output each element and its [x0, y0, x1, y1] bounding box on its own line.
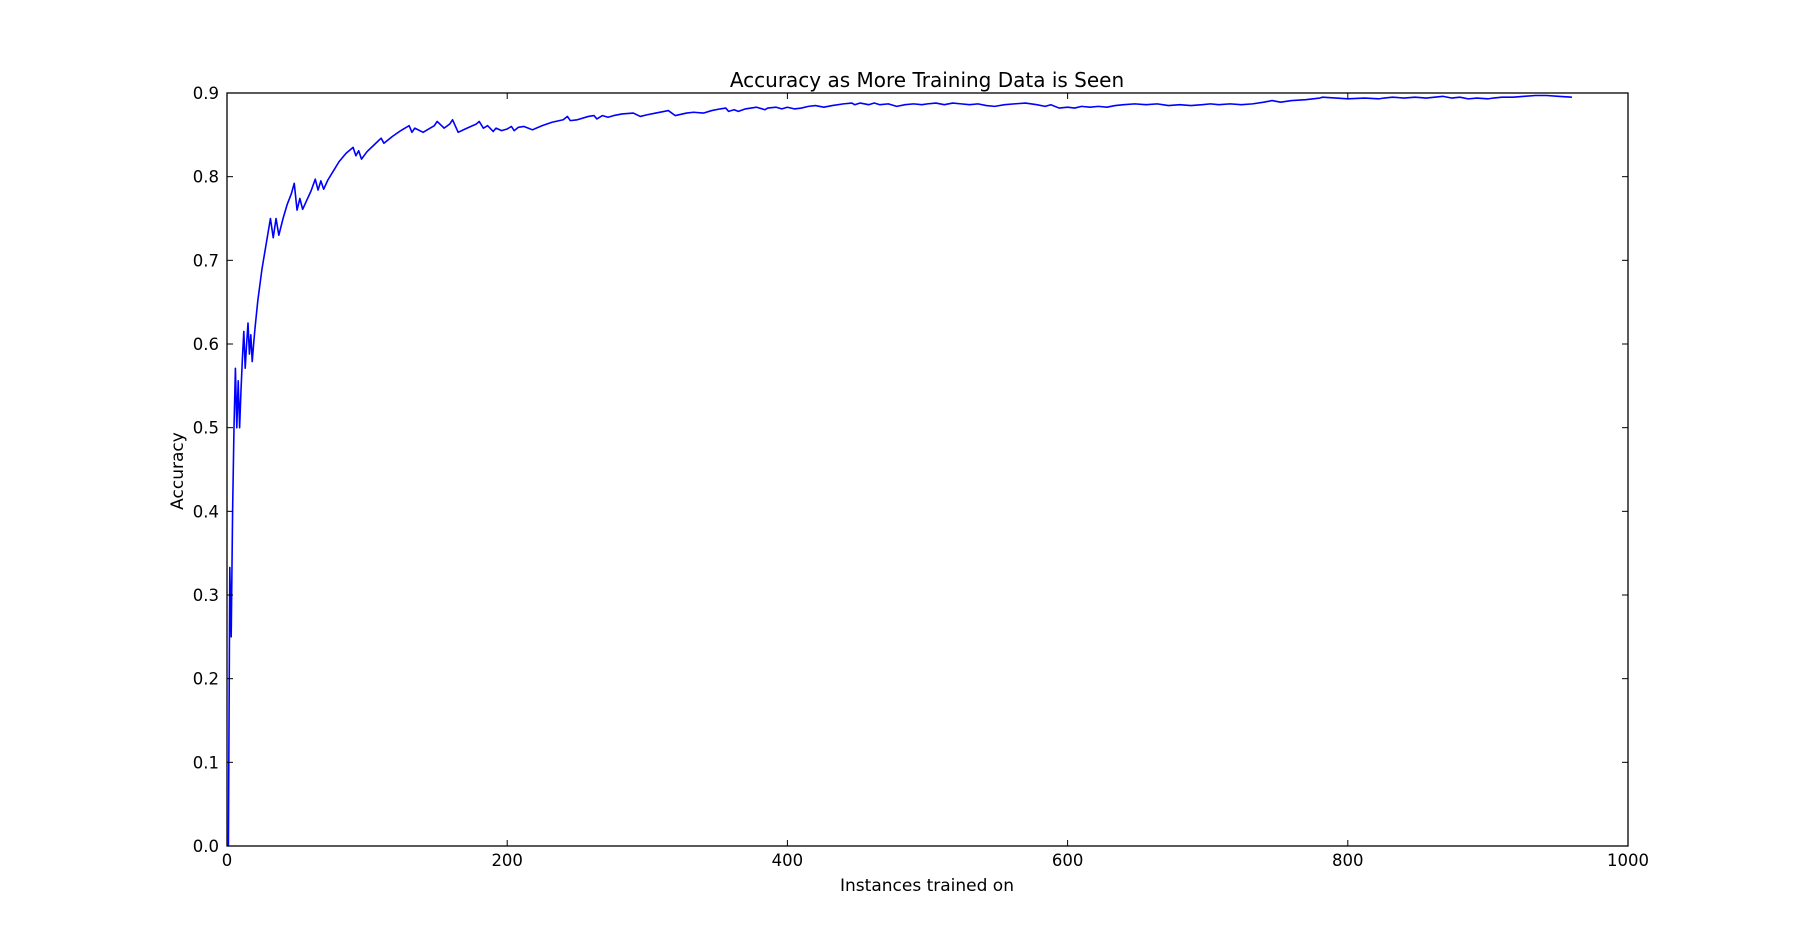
series-line-accuracy: [227, 94, 1573, 847]
y-tick-label: 0.4: [193, 502, 219, 521]
y-tick-label: 0.7: [193, 251, 219, 270]
x-tick-label: 0: [222, 851, 233, 870]
y-tick-label: 0.3: [193, 586, 219, 605]
chart-title: Accuracy as More Training Data is Seen: [730, 68, 1124, 92]
y-tick-label: 0.1: [193, 753, 219, 772]
y-tick-label: 0.6: [193, 335, 219, 354]
x-axis-label: Instances trained on: [840, 876, 1014, 896]
x-tick-label: 600: [1052, 851, 1084, 870]
x-tick-label: 400: [772, 851, 804, 870]
y-tick-label: 0.8: [193, 168, 219, 187]
plot-area: 0 200 400 600 800 1000 0.0 0.1 0.2 0.3 0.4 0.5 0.6 0.…: [193, 84, 1649, 870]
x-tick-label: 1000: [1607, 851, 1649, 870]
y-axis-label: Accuracy: [168, 432, 188, 510]
y-tick-label: 0.9: [193, 84, 219, 103]
y-tick-label: 0.2: [193, 670, 219, 689]
y-tick-label: 0.5: [193, 419, 219, 438]
x-tick-label: 200: [491, 851, 523, 870]
y-tick-label: 0.0: [193, 837, 219, 856]
x-tick-label: 800: [1332, 851, 1364, 870]
plot-frame: [226, 92, 1629, 847]
